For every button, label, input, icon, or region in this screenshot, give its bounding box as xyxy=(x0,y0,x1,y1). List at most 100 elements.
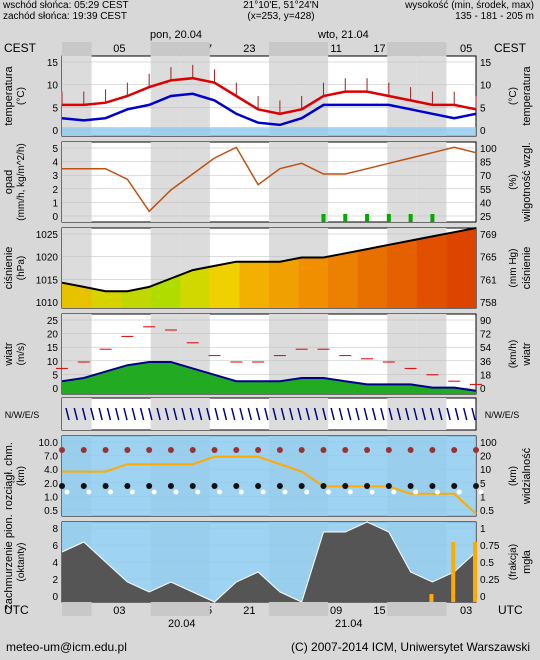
left-axis-unit: (m/s) xyxy=(16,343,27,366)
right-axis-unit: (km/h) xyxy=(508,340,519,368)
series-line-dew-point xyxy=(61,92,477,127)
footer-email[interactable]: meteo-um@icm.edu.pl xyxy=(6,640,127,654)
right-axis-unit: (mm Hg) xyxy=(508,249,519,288)
wind-barb xyxy=(471,407,476,421)
night-band xyxy=(150,142,181,222)
elevation-info: wysokość (min, środek, max) 135 - 181 - … xyxy=(405,0,534,22)
humidity-line xyxy=(62,146,477,213)
visibility-line xyxy=(62,455,477,515)
wind-barb xyxy=(388,407,393,421)
left-tick: 0.5 xyxy=(44,506,58,517)
cloud-base-dot xyxy=(320,483,327,489)
cloud-top-dot xyxy=(59,447,65,453)
right-tick: 5 xyxy=(480,479,486,490)
wind-barb xyxy=(123,407,128,421)
left-tick: 15 xyxy=(47,343,59,354)
cloud-top-dot xyxy=(342,447,349,453)
footer-copyright: (C) 2007-2014 ICM, Uniwersytet Warszawsk… xyxy=(291,640,530,654)
wind-barb xyxy=(172,407,178,421)
panel-winddir: N/W/E/S N/W/E/S xyxy=(5,397,520,431)
right-tick: 0.5 xyxy=(480,558,494,569)
fog-bar xyxy=(429,594,434,602)
right-tick: 55 xyxy=(480,185,492,196)
hour-tick-bottom: 03 xyxy=(113,605,125,617)
right-tick: 0.5 xyxy=(480,506,494,517)
cloud-top-dot xyxy=(429,447,436,453)
night-band xyxy=(298,142,329,222)
right-axis-label: ciśnienie xyxy=(521,247,533,290)
cloud-base-dot-2 xyxy=(195,489,201,495)
hour-tick-top: 11 xyxy=(330,43,341,55)
wind-barb xyxy=(206,407,211,421)
left-tick: 10.0 xyxy=(39,438,59,449)
cloud-top-dot xyxy=(167,447,174,453)
panel-cloud_cover: 8 6 4 2 0 1 0.75 0.5 0.25 0 zachmurzenie pion. (okt… xyxy=(3,514,533,609)
wind-barb xyxy=(288,407,294,421)
wind-barb xyxy=(330,407,335,421)
night-band xyxy=(62,142,92,222)
right-tick: 100 xyxy=(480,438,497,449)
pressure-line xyxy=(61,227,477,293)
winddir-compass-right: N/W/E/S xyxy=(485,410,520,420)
panel-precip: 5 4 3 2 1 0 100 85 70 55 40 25 opad (mm/h, kg/m^2/h) (… xyxy=(3,141,533,223)
right-tick: 18 xyxy=(480,370,492,381)
night-band xyxy=(387,42,417,56)
left-tick: 10 xyxy=(47,357,59,368)
wind-barb xyxy=(90,407,95,421)
cloud-top-dot xyxy=(189,447,196,453)
cloud-top-dot xyxy=(80,447,87,453)
wind-barb xyxy=(338,407,344,421)
right-tick: 25 xyxy=(480,212,492,223)
wind-area xyxy=(62,362,476,394)
left-tick: 8 xyxy=(52,524,58,535)
wind-barb xyxy=(222,407,228,421)
left-tick: 15 xyxy=(47,58,59,69)
wind-barb xyxy=(346,407,352,421)
night-band xyxy=(269,398,299,430)
cloud-base-dot-2 xyxy=(304,489,310,495)
cloud-base-dot-2 xyxy=(217,489,223,495)
fog-bar xyxy=(451,542,456,602)
wind-barb xyxy=(131,407,137,421)
wind-barb xyxy=(255,407,261,421)
hour-tick-top: 23 xyxy=(243,43,255,55)
panel-clouds_base: 10.0 7.0 4.0 2.0 1.0 0.5 100 20 10 5 1 0.5 rozciągł.… xyxy=(3,435,533,517)
cloud-top-dot xyxy=(211,447,218,453)
cloud-base-dot xyxy=(146,483,153,489)
wind-barb xyxy=(239,407,244,421)
wind-barb xyxy=(247,407,253,421)
left-axis-label: opad xyxy=(3,170,15,194)
right-axis-unit: (frakcja) xyxy=(508,544,519,580)
tz-bottom-right: UTC xyxy=(498,603,523,617)
night-band xyxy=(416,56,447,136)
left-tick: 0 xyxy=(52,212,58,223)
wind-barb xyxy=(438,407,443,421)
cloud-top-dot xyxy=(276,447,283,453)
cloud-base-dot xyxy=(276,483,283,489)
cloud-top-dot xyxy=(298,447,305,453)
right-tick: 40 xyxy=(480,198,492,209)
left-tick: 1.0 xyxy=(44,492,58,503)
night-band xyxy=(180,42,210,56)
hour-tick-bottom: 09 xyxy=(330,605,342,617)
right-tick: 90 xyxy=(480,316,492,327)
right-axis-unit: (km) xyxy=(508,466,519,486)
cloud-base-dot-2 xyxy=(413,489,419,495)
cloud-cover-area xyxy=(62,522,476,602)
elevation-values: 135 - 181 - 205 m xyxy=(455,11,534,22)
cloud-base-dot-2 xyxy=(260,489,266,495)
night-band xyxy=(150,602,181,616)
left-tick: 2 xyxy=(52,185,58,196)
cloud-top-dot xyxy=(102,447,109,453)
right-tick: 0.25 xyxy=(480,575,500,586)
cloud-base-dot xyxy=(342,483,349,489)
cloud-top-dot xyxy=(407,447,414,453)
cloud-base-dot xyxy=(385,483,392,489)
left-tick: 4.0 xyxy=(44,465,58,476)
series-line-temperature xyxy=(62,76,477,116)
wind-barb xyxy=(73,407,79,421)
left-axis-label: wiatr xyxy=(3,342,15,367)
